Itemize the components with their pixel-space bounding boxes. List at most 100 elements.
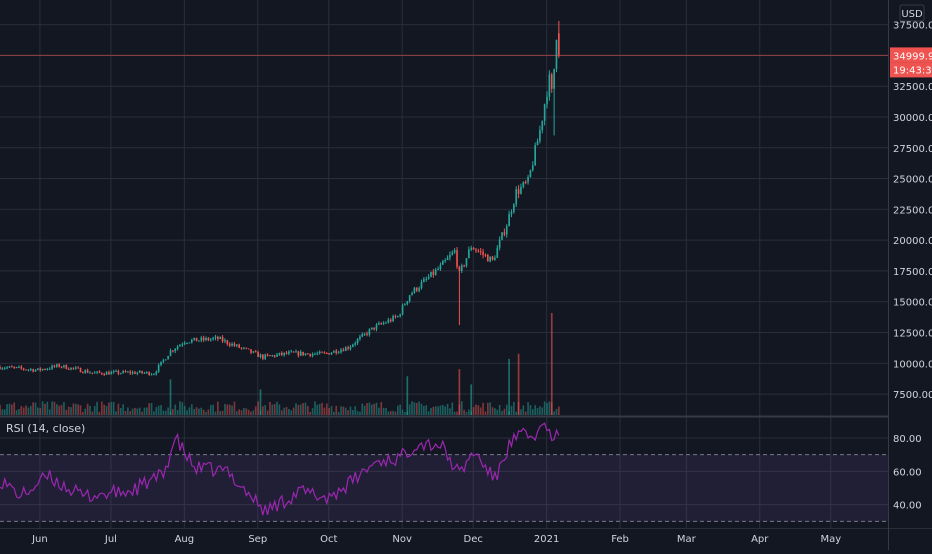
time-tick-label: Sep [248, 534, 267, 545]
price-tick-label: 32500.00 [893, 82, 932, 93]
price-tick-label: 15000.00 [893, 298, 932, 309]
volume-bar [63, 402, 65, 415]
candle-body [13, 367, 16, 369]
volume-bar [86, 403, 89, 415]
price-tick-label: 22500.00 [893, 205, 932, 216]
rsi-band-fill [0, 454, 888, 522]
volume-bar [65, 409, 68, 415]
volume-bar [316, 404, 319, 415]
volume-bar [174, 404, 177, 415]
candle-body [105, 372, 108, 375]
volume-bar [539, 406, 541, 415]
volume-bar [183, 405, 186, 415]
time-tick-label: Jun [31, 534, 48, 545]
volume-bar [145, 407, 148, 415]
volume-bar [558, 406, 560, 415]
candle-body [496, 247, 499, 258]
candle-body [217, 336, 219, 339]
volume-bar [141, 411, 143, 415]
candle-body [378, 323, 380, 325]
volume-layer [0, 313, 560, 415]
candle-body [337, 352, 340, 354]
volume-spike-bar [550, 313, 553, 415]
candle-body [340, 349, 342, 353]
candle-body [32, 369, 34, 372]
candle-body [361, 333, 364, 337]
volume-bar [515, 411, 518, 415]
volume-bar [112, 401, 115, 415]
candle-body [491, 256, 494, 260]
candle-body [472, 247, 475, 250]
volume-bar [172, 408, 174, 415]
candle-body [46, 368, 49, 370]
volume-bar [143, 407, 146, 415]
currency-label[interactable]: USD [901, 9, 923, 20]
grid-layer [0, 0, 888, 528]
price-tick-label: 20000.00 [893, 236, 932, 247]
price-tick-label: 10000.00 [893, 359, 932, 370]
candle-body [112, 371, 115, 373]
candle-body [193, 337, 196, 340]
candle-body [119, 373, 122, 375]
candle-body [290, 351, 293, 353]
volume-bar [363, 405, 366, 415]
volume-bar [356, 410, 359, 415]
volume-bar [366, 403, 368, 415]
candle-body [224, 340, 226, 342]
candle-body [141, 370, 143, 374]
volume-bar [1, 409, 4, 415]
volume-bar [401, 409, 404, 415]
volume-bar [337, 411, 340, 415]
time-tick-label: Oct [320, 534, 337, 545]
candle-body [522, 181, 525, 187]
candle-body [207, 337, 210, 341]
candle-body [188, 342, 191, 344]
volume-bar [67, 406, 70, 415]
candle-body [160, 361, 162, 366]
candle-body [243, 347, 245, 349]
volume-bar [486, 402, 489, 415]
volume-bar [100, 401, 103, 415]
price-tick-label: 30000.00 [893, 113, 932, 124]
volume-bar [288, 408, 290, 415]
candle-body [418, 288, 420, 291]
candle-body [250, 349, 252, 353]
candle-body [82, 372, 84, 374]
volume-bar [264, 405, 267, 415]
volume-bar [418, 401, 420, 415]
candle-body [155, 371, 158, 375]
candle-body [415, 287, 418, 291]
volume-spike-bar [259, 389, 262, 415]
volume-bar [475, 404, 477, 415]
volume-bar [96, 401, 98, 415]
candle-body [157, 365, 160, 372]
candle-body [508, 214, 510, 227]
volume-bar [131, 408, 134, 415]
volume-bar [0, 404, 1, 415]
candle-body [470, 247, 473, 250]
candle-body [558, 33, 560, 56]
volume-bar [441, 404, 444, 415]
candle-body [15, 367, 18, 369]
volume-bar [314, 401, 316, 415]
currency-badge[interactable] [899, 4, 925, 22]
volume-bar [8, 403, 11, 415]
candle-body [517, 189, 520, 194]
volume-bar [190, 404, 193, 415]
rsi-tick-label: 40.00 [893, 501, 922, 512]
volume-bar [34, 402, 37, 415]
candle-body [195, 337, 198, 342]
time-tick-label: 2021 [534, 534, 559, 545]
volume-bar [276, 401, 278, 415]
volume-bar [465, 411, 468, 415]
volume-bar [434, 406, 437, 415]
volume-bar [302, 403, 304, 415]
candle-body [285, 352, 288, 354]
candle-body [354, 343, 357, 345]
candle-body [335, 350, 338, 354]
candle-body [333, 350, 335, 353]
volume-bar [98, 411, 101, 415]
